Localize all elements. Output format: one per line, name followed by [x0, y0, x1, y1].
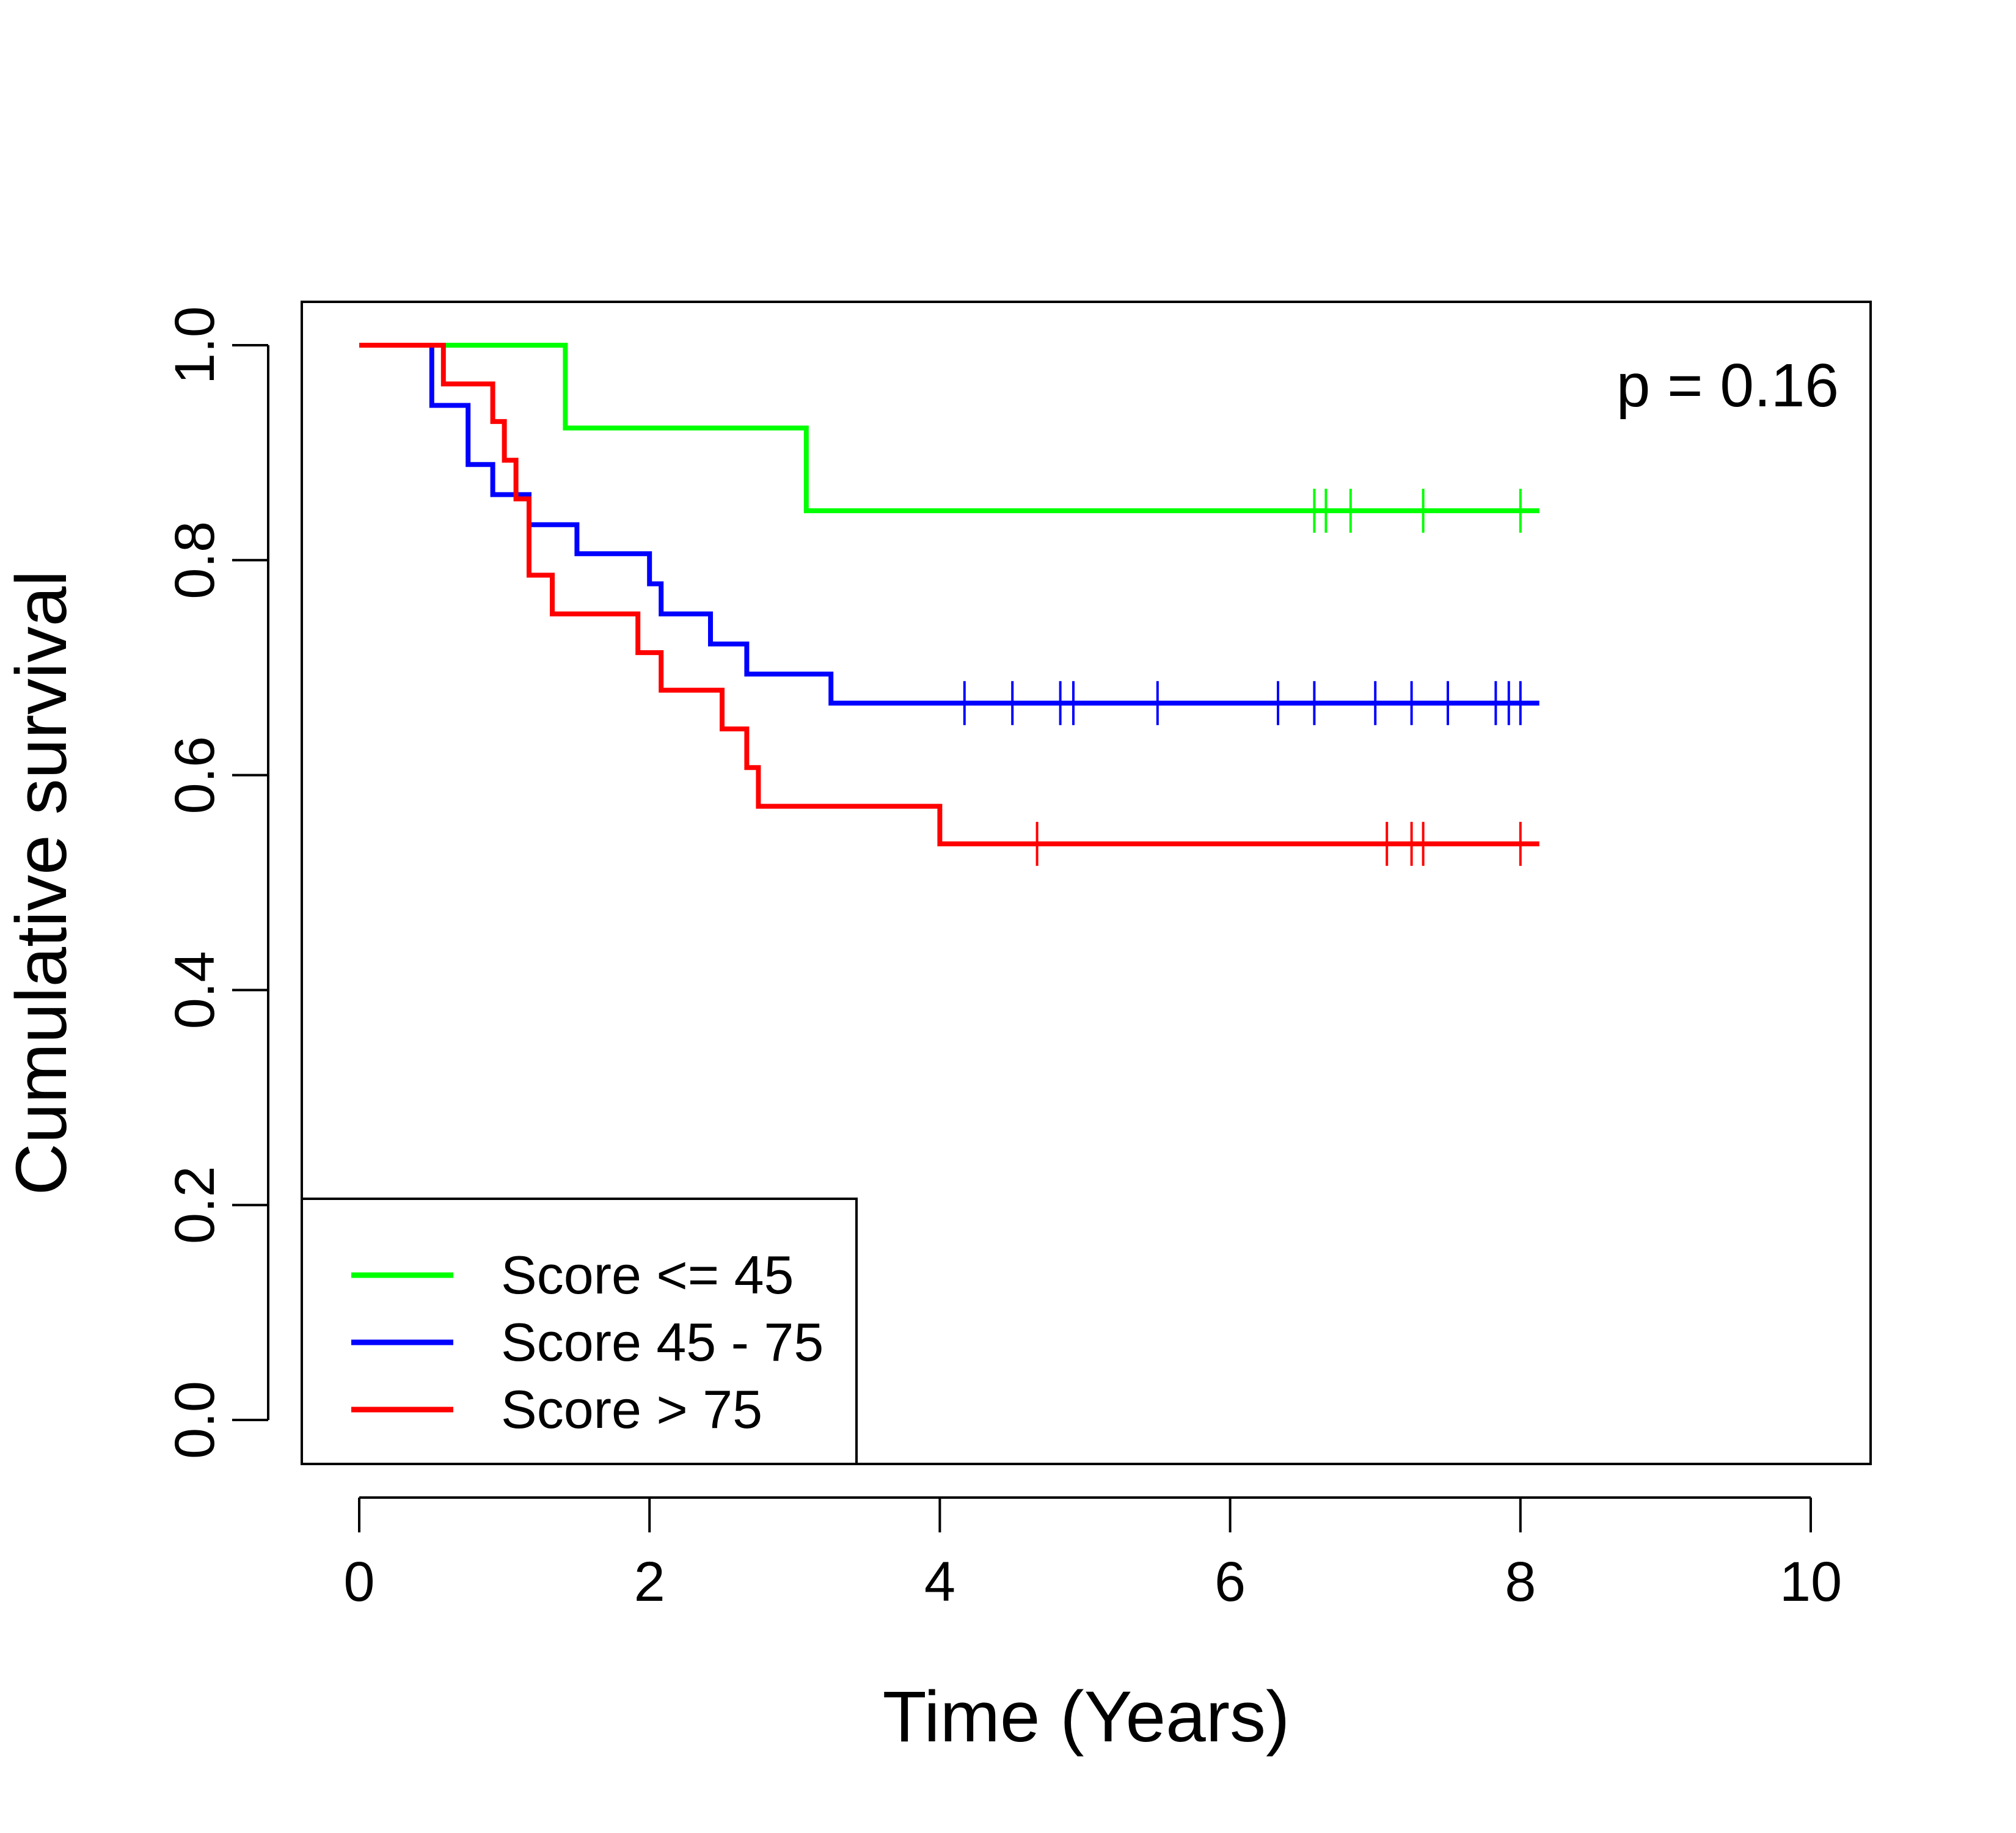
legend-label: Score > 75	[501, 1379, 762, 1440]
x-tick-label: 0	[343, 1551, 374, 1613]
x-axis: 0 2 4 6 8 10	[343, 1496, 1842, 1613]
x-axis-title: Time (Years)	[883, 1677, 1290, 1757]
x-tick-label: 10	[1780, 1551, 1842, 1613]
x-tick-label: 4	[924, 1551, 955, 1613]
plot-frame	[301, 301, 1872, 1465]
y-tick-label: 1.0	[164, 306, 226, 384]
survival-curve	[359, 343, 1539, 706]
legend: Score <= 45 Score 45 - 75 Score > 75	[301, 1198, 858, 1465]
y-tick-label: 0.8	[164, 521, 226, 599]
series-group	[359, 343, 1539, 866]
survival-curve	[359, 343, 1539, 847]
legend-label: Score 45 - 75	[501, 1312, 824, 1372]
x-tick-label: 2	[634, 1551, 665, 1613]
series-layer	[359, 343, 1539, 866]
y-tick-label: 0.0	[164, 1381, 226, 1459]
y-tick-label: 0.4	[164, 951, 226, 1029]
y-axis: 0.0 0.2 0.4 0.6 0.8 1.0	[164, 306, 269, 1459]
series-group	[359, 343, 1539, 533]
p-value-annotation: p = 0.16	[1616, 351, 1839, 420]
x-tick-label: 6	[1214, 1551, 1246, 1613]
y-tick-label: 0.6	[164, 736, 226, 814]
legend-box	[301, 1198, 858, 1465]
series-group	[359, 343, 1539, 725]
y-axis-title: Cumulative survival	[1, 571, 82, 1196]
survival-curve	[359, 343, 1539, 513]
y-tick-label: 0.2	[164, 1166, 226, 1244]
legend-label: Score <= 45	[501, 1245, 794, 1305]
x-tick-label: 8	[1505, 1551, 1536, 1613]
